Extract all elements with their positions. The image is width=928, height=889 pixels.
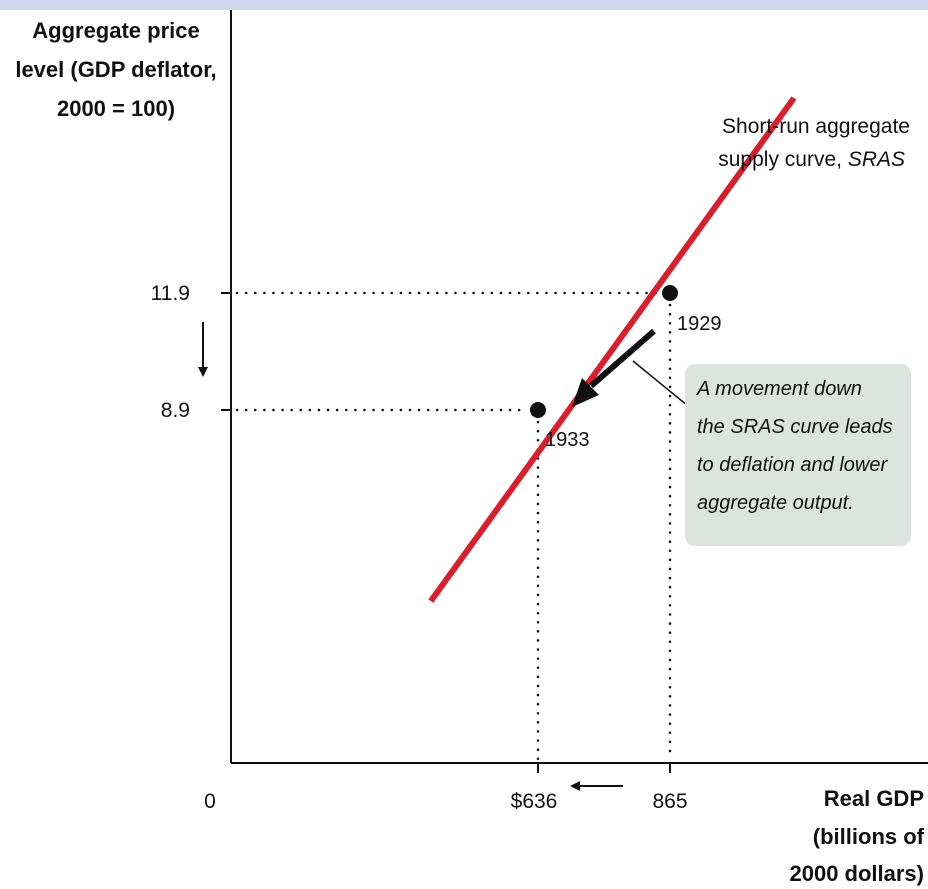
- callout-box: [685, 364, 911, 546]
- sras-curve-label-line-2: supply curve, SRAS: [718, 148, 905, 171]
- y-tick-label: 8.9: [161, 399, 190, 422]
- movement-arrow: [572, 328, 656, 407]
- top-band: [0, 0, 928, 10]
- point-label-1933: 1933: [545, 429, 590, 451]
- y-axis-label-line-2: level (GDP deflator,: [15, 57, 216, 82]
- sras-curve-label-emph: SRAS: [848, 148, 905, 171]
- tick-marks: [221, 292, 671, 773]
- x-axis-label-line-2: (billions of: [813, 824, 925, 849]
- callout-leader: [632, 360, 689, 407]
- x-tick-label: $636: [511, 790, 558, 813]
- y-axis-label-line-3: 2000 = 100): [57, 96, 175, 121]
- sras-curve-label-prefix: supply curve,: [718, 148, 848, 171]
- point-label-1929: 1929: [677, 313, 722, 335]
- sras-curve-label-line-1: Short-run aggregate: [722, 115, 910, 138]
- x-axis-label-line-1: Real GDP: [824, 786, 924, 811]
- point-1933: [530, 402, 546, 418]
- guide-lines: [235, 291, 672, 761]
- x-tick-label: 865: [652, 790, 687, 813]
- point-1929: [662, 285, 678, 301]
- sras-curve: [428, 96, 797, 603]
- x-axis-label-line-3: 2000 dollars): [789, 861, 924, 886]
- y-axis-label-line-1: Aggregate price: [32, 18, 200, 43]
- origin-label: 0: [204, 790, 216, 813]
- callout-line-1: A movement down: [696, 378, 862, 400]
- callout-line-4: aggregate output.: [697, 492, 854, 514]
- callout-line-3: to deflation and lower: [697, 454, 888, 476]
- callout-line-2: the SRAS curve leads: [697, 416, 893, 438]
- y-tick-label: 11.9: [151, 282, 190, 305]
